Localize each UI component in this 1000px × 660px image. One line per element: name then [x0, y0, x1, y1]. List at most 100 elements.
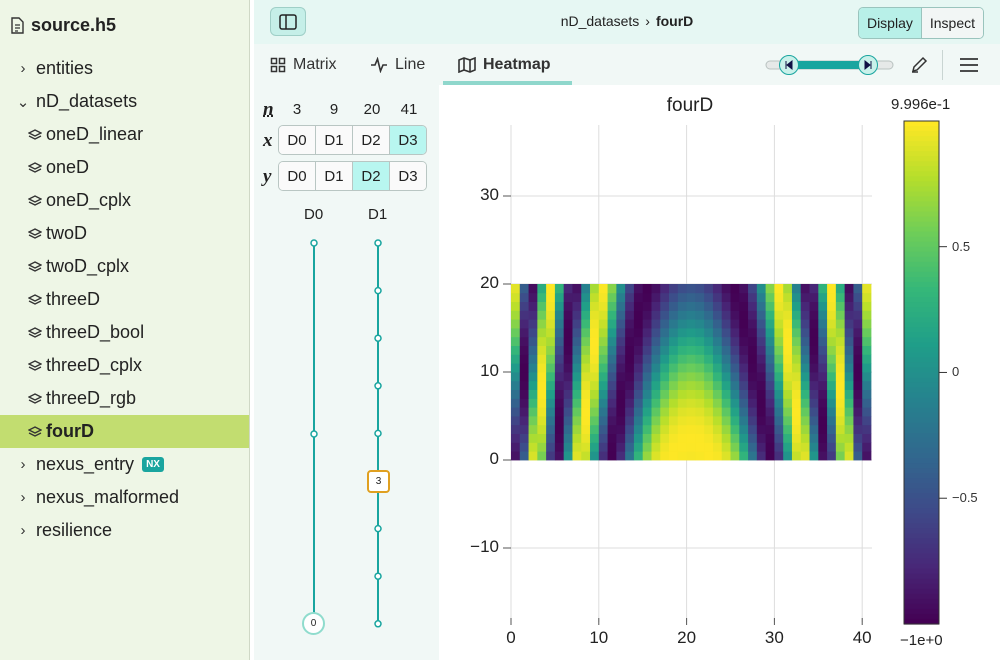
heatmap-cell	[695, 363, 705, 373]
heatmap-cell	[563, 354, 573, 364]
heatmap-cell	[642, 354, 652, 364]
colorbar-segment	[904, 412, 939, 419]
heatmap-cell	[730, 398, 740, 408]
colorbar-segment	[904, 286, 939, 293]
heatmap-cell	[800, 424, 810, 434]
heatmap-cell	[563, 398, 573, 408]
tab-line[interactable]: Line	[370, 44, 425, 85]
heatmap-cell	[712, 442, 723, 452]
y-dim-d0[interactable]: D0	[279, 162, 315, 190]
y-dim-d2[interactable]: D2	[352, 162, 389, 190]
heatmap-cell	[519, 398, 529, 408]
menu-icon[interactable]	[958, 55, 980, 75]
slider-d1-handle[interactable]: 3	[367, 470, 390, 493]
heatmap-cell	[748, 301, 758, 311]
breadcrumb-parent[interactable]: nD_datasets	[560, 13, 640, 29]
tree-item-threed-bool[interactable]: threeD_bool	[0, 316, 249, 349]
heatmap-cell	[554, 363, 565, 373]
heatmap-cell	[809, 301, 819, 311]
heatmap-cell	[590, 398, 600, 408]
heatmap-cell	[633, 372, 644, 382]
colorbar-segment	[904, 181, 939, 187]
heatmap-cell	[642, 363, 652, 373]
tree-item-nd-datasets[interactable]: ⌄ nD_datasets	[0, 85, 249, 118]
tree-item-threed-cplx[interactable]: threeD_cplx	[0, 349, 249, 382]
heatmap-cell	[774, 380, 784, 390]
colorbar-segment	[904, 146, 939, 152]
heatmap-cell	[765, 433, 775, 443]
heatmap-cell	[835, 363, 846, 373]
heatmap-cell	[721, 433, 731, 443]
slider-min-handle[interactable]	[779, 55, 799, 75]
tree-item-oned-cplx[interactable]: oneD_cplx	[0, 184, 249, 217]
tree-item-nexus-malformed[interactable]: › nexus_malformed	[0, 481, 249, 514]
edit-icon[interactable]	[909, 55, 929, 75]
heatmap-cell	[853, 380, 863, 390]
x-dim-d3[interactable]: D3	[389, 126, 426, 154]
file-root[interactable]: source.h5	[10, 15, 116, 36]
heatmap-cell	[827, 301, 837, 311]
tree-item-twod-cplx[interactable]: twoD_cplx	[0, 250, 249, 283]
tree-item-oned[interactable]: oneD	[0, 151, 249, 184]
heatmap-cell	[554, 345, 565, 355]
heatmap-cell	[783, 301, 793, 311]
heatmap-cell	[783, 345, 793, 355]
tree-item-nexus-entry[interactable]: › nexus_entry NX	[0, 448, 249, 481]
heatmap-cell	[800, 354, 810, 364]
tree-item-resilience[interactable]: › resilience	[0, 514, 249, 547]
display-button[interactable]: Display	[858, 8, 921, 38]
tree-item-oned-linear[interactable]: oneD_linear	[0, 118, 249, 151]
heatmap-cell	[739, 292, 749, 302]
heatmap-cell	[607, 416, 617, 426]
heatmap-cell	[765, 389, 775, 399]
heatmap-cell	[765, 336, 775, 346]
heatmap-cell	[835, 336, 846, 346]
heatmap-cell	[686, 284, 696, 294]
heatmap-cell	[642, 407, 652, 417]
heatmap-cell	[651, 319, 661, 329]
y-dim-d3[interactable]: D3	[389, 162, 426, 190]
slider-max-handle[interactable]	[858, 55, 878, 75]
heatmap-cell	[677, 354, 687, 364]
heatmap-cell	[818, 389, 828, 399]
heatmap-cell	[572, 416, 582, 426]
heatmap-cell	[528, 416, 538, 426]
heatmap-cell	[809, 354, 819, 364]
dataset-icon	[28, 128, 42, 140]
tree-item-threed-rgb[interactable]: threeD_rgb	[0, 382, 249, 415]
heatmap-cell	[704, 442, 714, 452]
heatmap-cell	[712, 319, 723, 329]
colorbar-segment	[904, 598, 939, 605]
grid-icon	[270, 57, 286, 72]
heatmap-cell	[686, 424, 696, 434]
heatmap-cell	[686, 398, 696, 408]
heatmap-cell	[704, 380, 714, 390]
colorbar-segment	[904, 337, 939, 343]
map-icon	[458, 56, 476, 73]
sidebar-toggle-button[interactable]	[270, 7, 306, 36]
y-dim-d1[interactable]: D1	[315, 162, 352, 190]
colorbar-segment	[904, 473, 939, 479]
y-tick-label: 0	[489, 449, 499, 468]
tree-item-twod[interactable]: twoD	[0, 217, 249, 250]
inspect-button[interactable]: Inspect	[920, 8, 983, 38]
tree-item-entities[interactable]: › entities	[0, 52, 249, 85]
heatmap-cell	[748, 433, 758, 443]
heatmap-cell	[572, 451, 582, 461]
heatmap-cell	[607, 284, 617, 294]
x-dim-d2[interactable]: D2	[352, 126, 389, 154]
heatmap-cell	[511, 319, 521, 329]
tree-item-threed[interactable]: threeD	[0, 283, 249, 316]
heatmap-cell	[537, 319, 547, 329]
tab-heatmap[interactable]: Heatmap	[443, 44, 572, 85]
slider-d0-handle[interactable]: 0	[302, 612, 325, 635]
heatmap-cell	[616, 354, 626, 364]
x-dim-d1[interactable]: D1	[315, 126, 352, 154]
heatmap-cell	[660, 380, 670, 390]
tab-matrix[interactable]: Matrix	[270, 44, 337, 85]
x-dim-d0[interactable]: D0	[279, 126, 315, 154]
colorbar-segment	[904, 468, 939, 474]
heatmap-cell	[783, 398, 793, 408]
tree-item-fourd[interactable]: fourD	[0, 415, 249, 448]
